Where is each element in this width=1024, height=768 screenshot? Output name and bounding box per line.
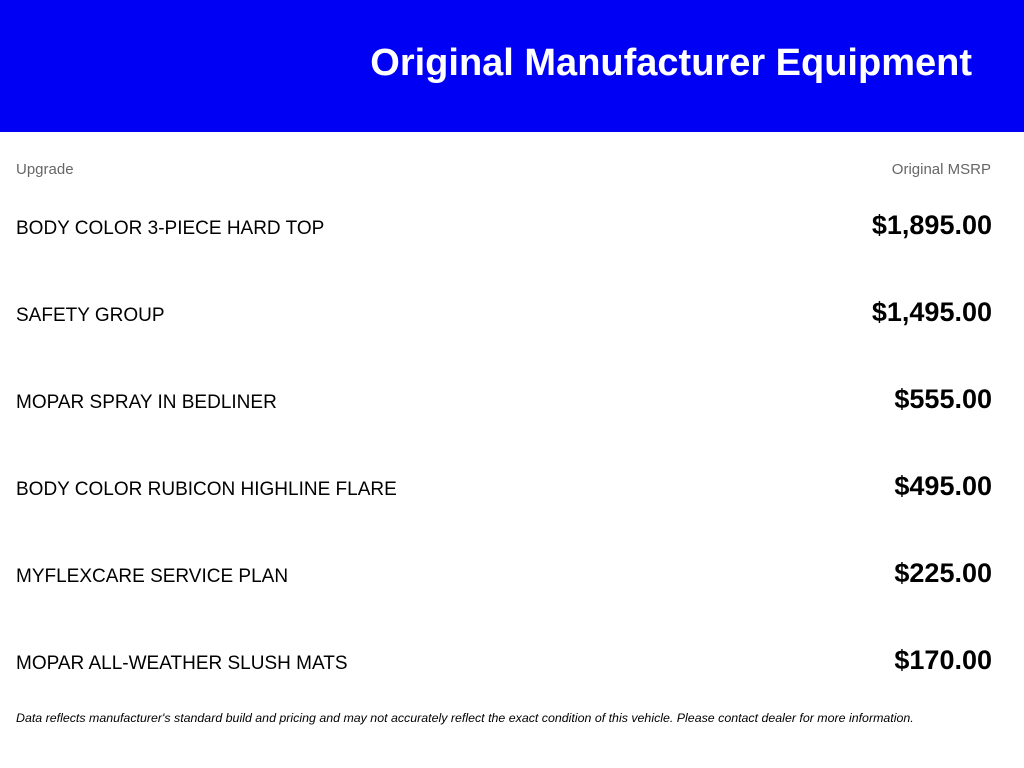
list-item: BODY COLOR 3-PIECE HARD TOP $1,895.00 xyxy=(16,208,992,248)
upgrade-price: $1,895.00 xyxy=(871,210,992,240)
column-header-upgrade: Upgrade xyxy=(16,161,74,178)
upgrade-price: $1,495.00 xyxy=(871,297,992,327)
upgrade-price: $225.00 xyxy=(894,558,992,588)
upgrade-name: BODY COLOR 3-PIECE HARD TOP xyxy=(16,218,325,239)
list-item: SAFETY GROUP $1,495.00 xyxy=(16,295,992,335)
list-item: MYFLEXCARE SERVICE PLAN $225.00 xyxy=(16,556,992,596)
list-item: MOPAR SPRAY IN BEDLINER $555.00 xyxy=(16,382,992,422)
upgrade-price: $555.00 xyxy=(894,384,992,414)
list-item: BODY COLOR RUBICON HIGHLINE FLARE $495.0… xyxy=(16,469,992,509)
disclaimer: Data reflects manufacturer's standard bu… xyxy=(16,711,914,725)
upgrade-price: $170.00 xyxy=(894,645,992,675)
upgrade-name: SAFETY GROUP xyxy=(16,305,165,326)
upgrade-price: $495.00 xyxy=(894,471,992,501)
upgrade-name: MOPAR SPRAY IN BEDLINER xyxy=(16,392,277,413)
upgrade-name: MOPAR ALL-WEATHER SLUSH MATS xyxy=(16,653,348,674)
column-header-msrp: Original MSRP xyxy=(891,161,991,178)
upgrade-name: MYFLEXCARE SERVICE PLAN xyxy=(16,566,289,587)
upgrade-name: BODY COLOR RUBICON HIGHLINE FLARE xyxy=(16,479,397,500)
list-item: MOPAR ALL-WEATHER SLUSH MATS $170.00 xyxy=(16,643,992,683)
page-title: Original Manufacturer Equipment xyxy=(370,42,972,84)
header-banner: Original Manufacturer Equipment xyxy=(0,0,1024,132)
